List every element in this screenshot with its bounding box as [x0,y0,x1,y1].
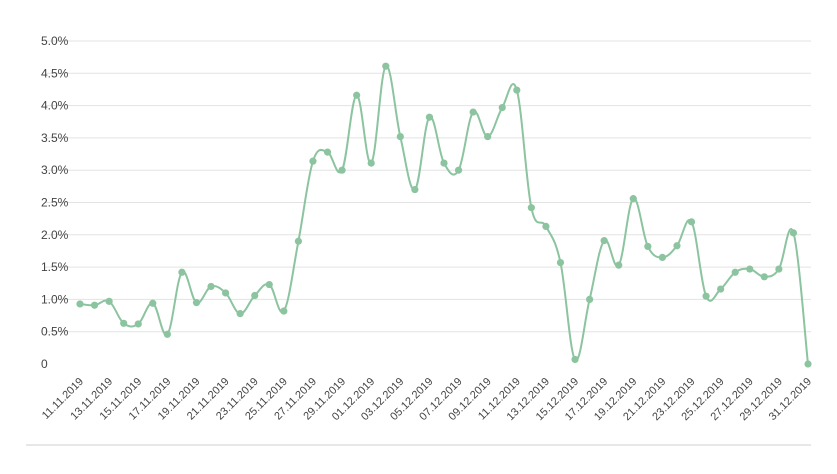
y-tick-label: 4.0% [41,99,69,113]
data-point[interactable] [454,166,463,174]
data-point[interactable] [251,291,259,300]
data-point[interactable] [222,289,230,297]
y-tick-label: 0 [41,357,48,371]
data-point[interactable] [236,310,244,318]
data-point[interactable] [527,204,535,212]
data-point[interactable] [731,268,739,276]
data-point[interactable] [586,295,594,303]
y-tick-label: 1.5% [41,260,69,274]
data-point[interactable] [644,242,652,251]
y-tick-label: 2.5% [41,196,69,210]
data-point[interactable] [469,108,477,116]
x-axis: 11.11.201913.11.201915.11.201917.11.2019… [26,376,814,446]
data-point[interactable] [280,307,288,315]
data-point[interactable] [673,242,681,250]
y-tick-label: 0.5% [41,325,69,339]
y-tick-label: 3.0% [41,163,69,177]
data-point[interactable] [556,258,565,267]
data-point[interactable] [484,133,492,141]
y-axis: 0 0.5% 1.0% 1.5% 2.0% 2.5% 3.0% 3.5% 4.0% 4.5% 5.0… [41,34,811,371]
data-point[interactable] [571,355,579,364]
data-point[interactable] [746,265,754,273]
data-point[interactable] [629,195,637,203]
data-point[interactable] [294,237,302,245]
data-point[interactable] [789,229,798,237]
data-point[interactable] [411,185,419,194]
data-point[interactable] [120,319,128,327]
data-point[interactable] [687,218,696,226]
data-point[interactable] [309,157,317,165]
data-point[interactable] [615,261,623,269]
data-point[interactable] [76,300,84,308]
data-point[interactable] [367,159,375,167]
data-point[interactable] [498,103,506,112]
data-point[interactable] [804,360,812,368]
data-point[interactable] [338,166,346,174]
data-point[interactable] [396,133,404,141]
data-point[interactable] [382,62,390,70]
data-point[interactable] [265,280,273,289]
data-point[interactable] [192,299,201,307]
data-point[interactable] [134,320,142,328]
data-point[interactable] [542,222,550,231]
data-point[interactable] [105,297,113,305]
data-point[interactable] [178,268,186,276]
data-point[interactable] [425,113,434,121]
y-tick-label: 2.0% [41,228,69,242]
data-point[interactable] [163,330,171,338]
data-point[interactable] [323,148,332,156]
data-point[interactable] [717,285,725,293]
data-point[interactable] [702,292,710,300]
data-point[interactable] [600,237,608,245]
plot-area [76,62,812,368]
data-point[interactable] [149,299,157,307]
y-tick-label: 5.0% [41,34,69,48]
y-tick-label: 3.5% [41,131,69,145]
data-point[interactable] [440,159,448,167]
data-point[interactable] [207,282,215,291]
data-point[interactable] [90,301,99,309]
data-point[interactable] [775,265,783,273]
y-tick-label: 4.5% [41,66,69,80]
y-tick-label: 1.0% [41,292,69,306]
series-line [79,65,809,365]
data-point[interactable] [760,273,768,281]
data-point[interactable] [353,91,361,99]
data-point[interactable] [658,253,667,262]
data-point[interactable] [513,86,521,94]
